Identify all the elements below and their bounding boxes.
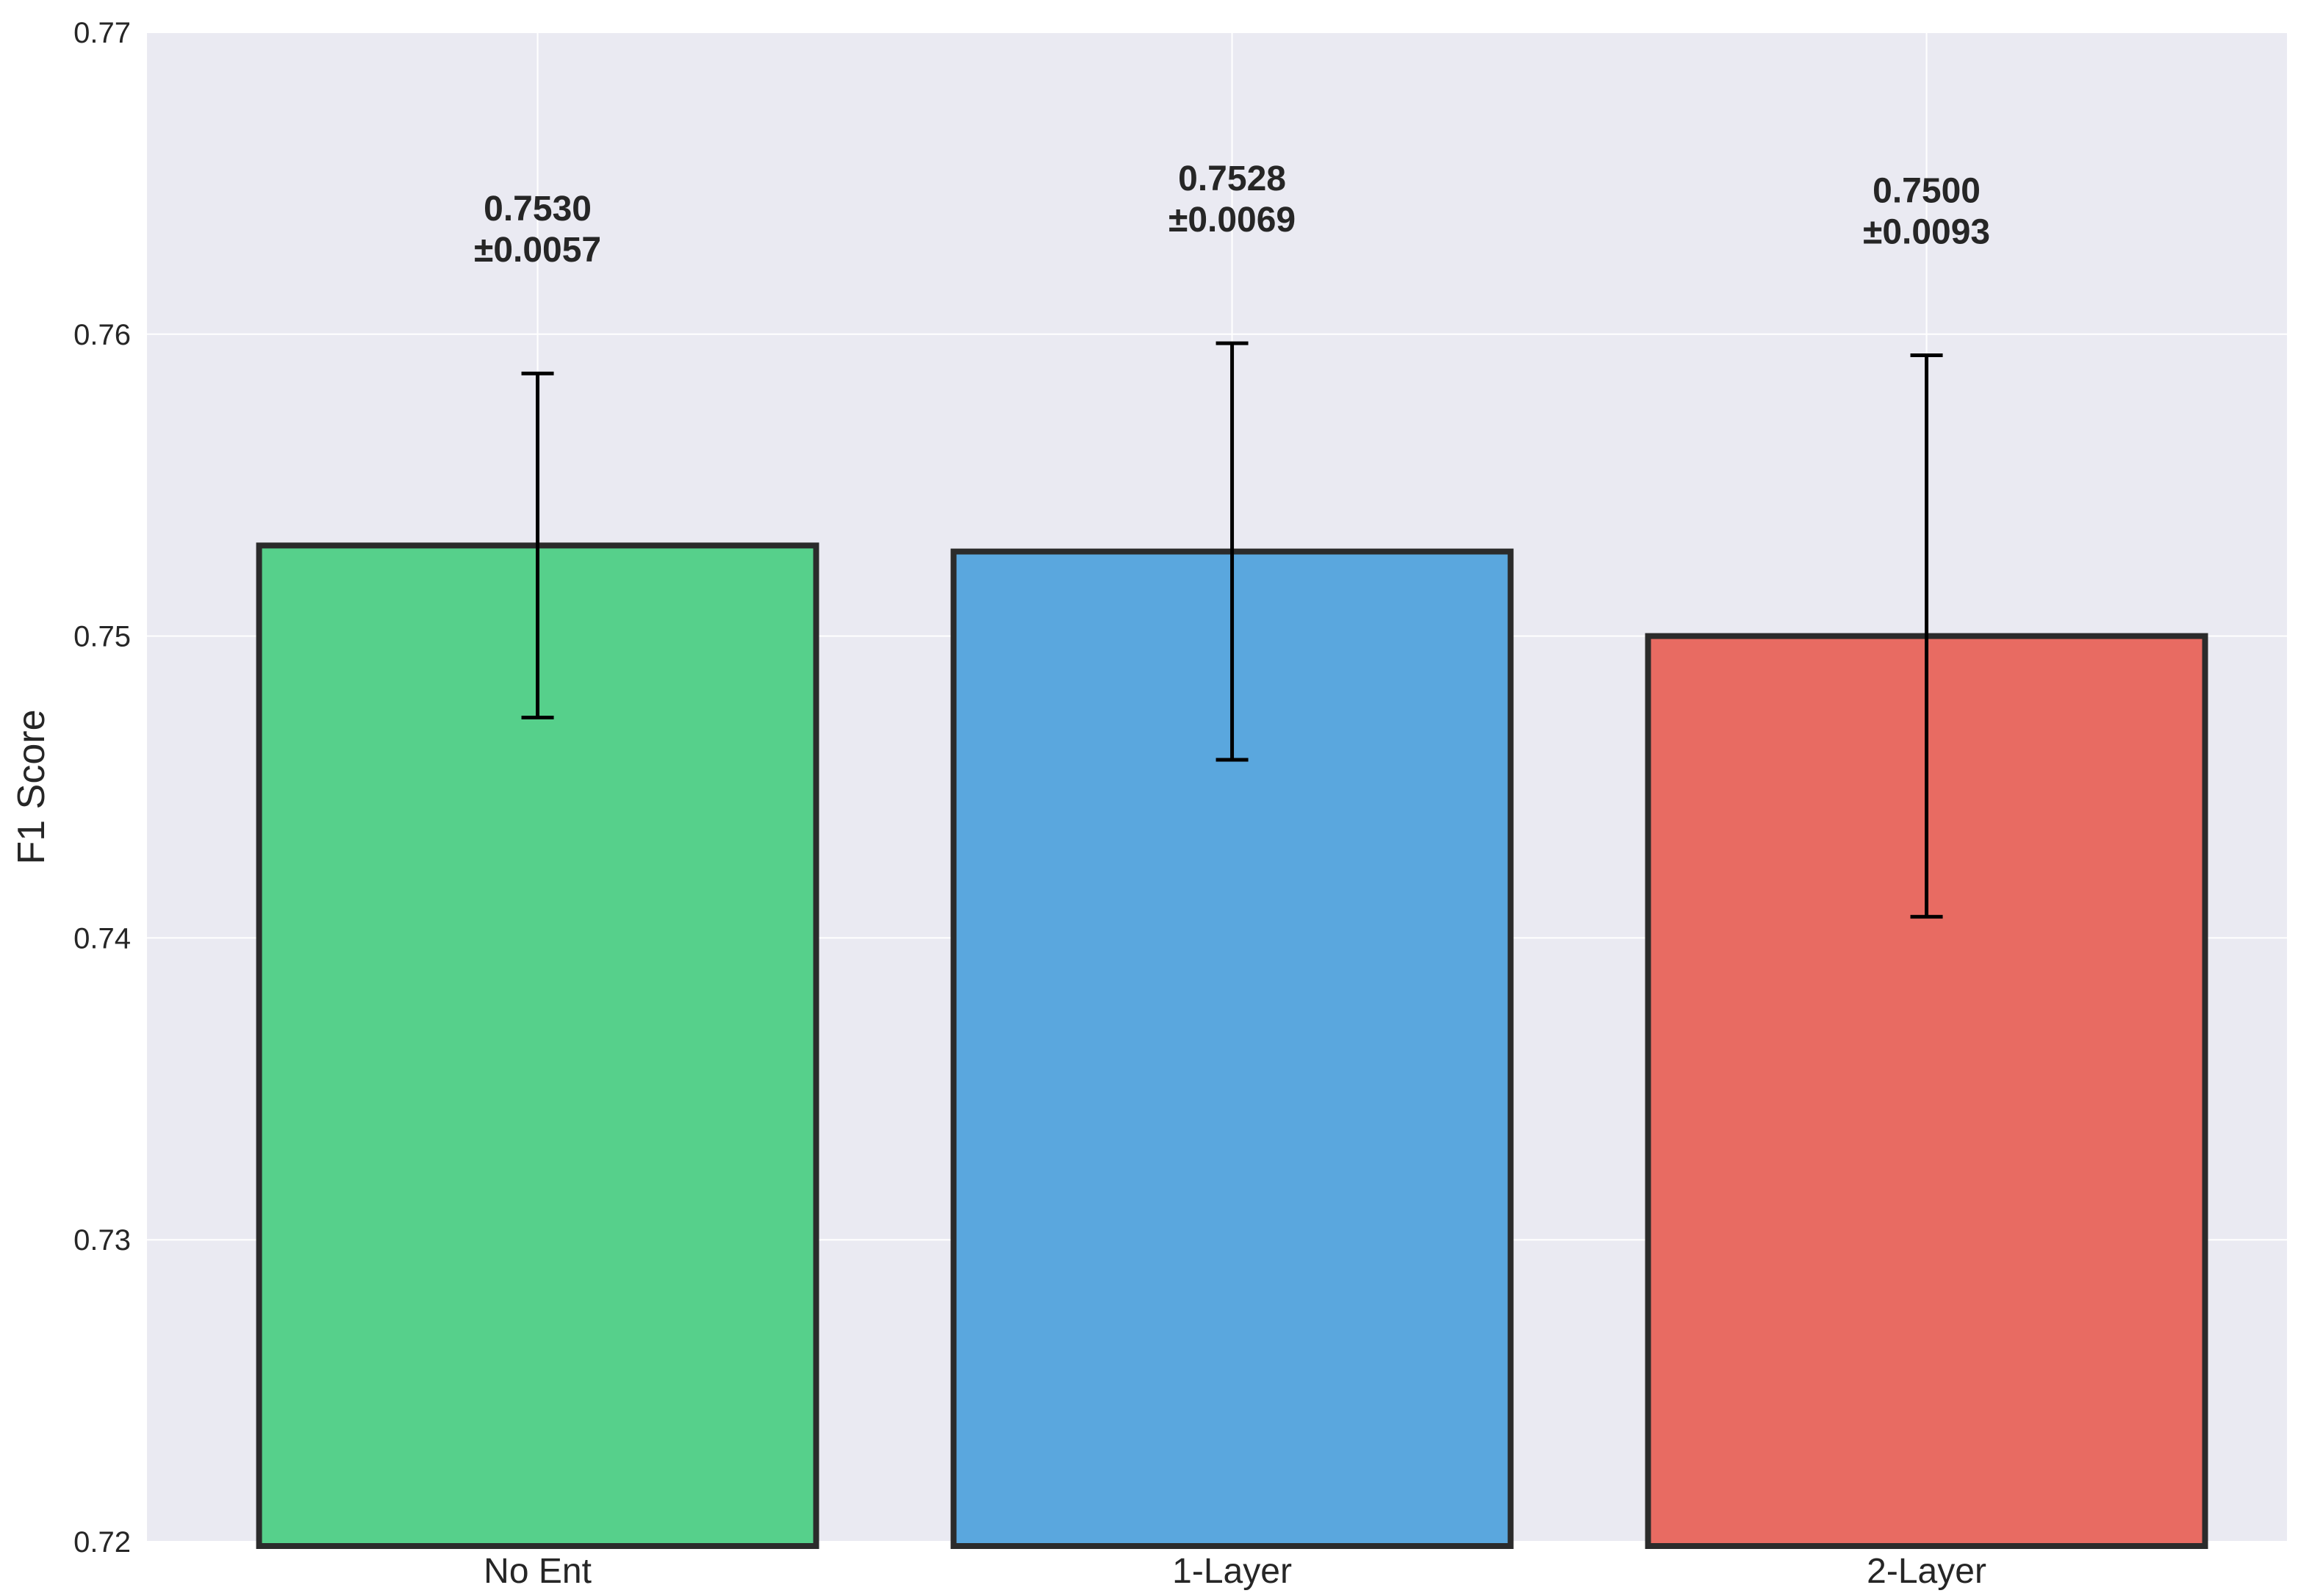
error-label: ±0.0093	[1863, 213, 1990, 252]
value-label: 0.7530	[484, 190, 592, 229]
y-tick-label: 0.75	[73, 621, 131, 653]
y-tick-label: 0.74	[73, 922, 131, 955]
x-tick-label: 1-Layer	[1172, 1552, 1292, 1591]
y-axis-ticks: 0.72 0.73 0.74 0.75 0.76 0.77	[73, 17, 131, 1559]
x-tick-label: 2-Layer	[1867, 1552, 1986, 1591]
x-tick-label: No Ent	[484, 1552, 592, 1591]
error-label: ±0.0069	[1168, 201, 1296, 240]
value-label: 0.7500	[1872, 172, 1981, 211]
error-label: ±0.0057	[474, 231, 601, 270]
y-tick-label: 0.72	[73, 1526, 131, 1559]
y-axis-title: F1 Score	[10, 710, 53, 865]
data-labels: 0.7530±0.0057 0.7528±0.0069 0.7500±0.0093	[474, 159, 1990, 270]
value-label: 0.7528	[1178, 159, 1286, 198]
y-tick-label: 0.73	[73, 1224, 131, 1257]
y-tick-label: 0.76	[73, 319, 131, 351]
x-axis-ticks: No Ent 1-Layer 2-Layer	[484, 1552, 1986, 1591]
y-tick-label: 0.77	[73, 17, 131, 49]
error-bars	[521, 341, 1943, 919]
